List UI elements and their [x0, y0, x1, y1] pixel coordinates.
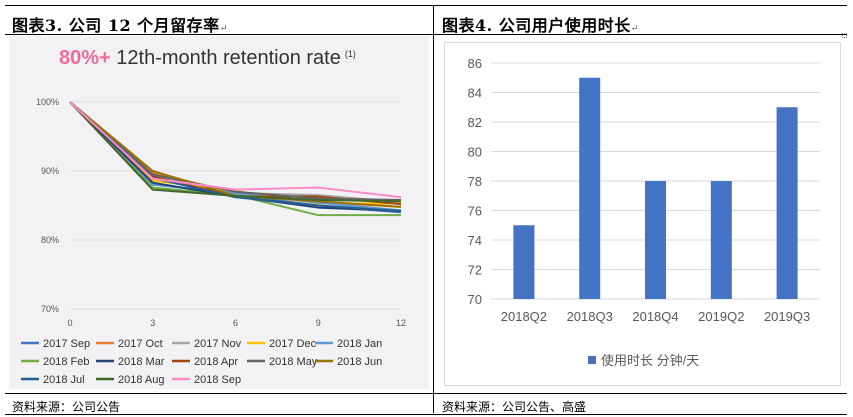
left-source-note: 资料来源：公司公告	[12, 400, 121, 414]
legend-label: 2018 Mar	[118, 356, 165, 368]
legend-label: 2017 Nov	[194, 338, 242, 350]
x-tick-label: 12	[396, 318, 406, 328]
bar	[710, 181, 732, 299]
x-tick-label: 6	[233, 318, 238, 328]
y-tick-label: 78	[468, 174, 482, 189]
series-line	[69, 101, 402, 203]
legend-swatch	[588, 356, 596, 364]
x-tick-label: 2019Q2	[698, 309, 744, 324]
headline-percent: 80%+	[59, 47, 111, 69]
y-tick-label: 74	[468, 233, 482, 248]
legend-label: 2018 Apr	[194, 356, 238, 368]
usage-bar-chart: 70 72 74 76 78 80 82 84 86 2018Q2 2018Q3 2018Q4 201…	[468, 56, 820, 368]
x-tick-label: 0	[67, 318, 72, 328]
bar	[776, 107, 798, 299]
right-source-note: 资料来源：公司公告、高盛	[442, 400, 587, 414]
legend-label: 2018 Feb	[43, 356, 89, 368]
bar	[579, 77, 601, 299]
legend-label: 2018 Sep	[194, 374, 241, 386]
y-tick-label: 82	[468, 115, 482, 130]
legend-label: 2017 Sep	[43, 338, 90, 350]
y-tick-label: 70%	[41, 304, 59, 314]
bar	[645, 181, 666, 299]
legend-label: 2018 Jul	[43, 374, 85, 386]
paragraph-mark-icon: ↵	[219, 24, 228, 34]
y-tick-label: 100%	[36, 97, 59, 107]
chart-headline: 80%+ 12th-month retention rate (1)	[59, 47, 356, 69]
retention-chart-panel: 80%+ 12th-month retention rate (1) 70% 80%…	[9, 36, 429, 389]
legend-label: 2018 Jun	[337, 356, 382, 368]
headline-text: 12th-month retention rate	[111, 47, 341, 69]
left-figure-title: 图表3. 公司 12 个月留存率↵	[12, 16, 228, 35]
y-tick-label: 90%	[41, 166, 59, 176]
y-tick-label: 86	[468, 56, 482, 71]
table-anchor-icon	[842, 33, 847, 38]
legend-label: 使用时长 分钟/天	[601, 353, 699, 368]
x-tick-label: 2019Q3	[764, 309, 810, 324]
y-tick-label: 76	[468, 204, 482, 219]
x-tick-label: 9	[316, 318, 321, 328]
y-tick-label: 80	[468, 145, 482, 160]
x-tick-label: 2018Q2	[501, 309, 547, 324]
retention-line-chart: 80%+ 12th-month retention rate (1) 70% 80%…	[21, 47, 406, 386]
x-tick-label: 3	[150, 318, 155, 328]
report-frame	[5, 5, 847, 415]
series-line	[69, 101, 402, 212]
paragraph-mark-icon: ↵	[630, 24, 639, 34]
series-line	[69, 101, 402, 201]
column-divider	[433, 5, 434, 413]
bar	[513, 225, 535, 299]
source-divider	[5, 393, 847, 394]
y-tick-label: 80%	[41, 235, 59, 245]
x-tick-label: 2018Q3	[567, 309, 613, 324]
legend-label: 2018 Aug	[118, 374, 165, 386]
y-tick-label: 70	[468, 292, 482, 307]
series-line	[69, 101, 402, 199]
title-divider	[5, 34, 847, 35]
y-tick-label: 72	[468, 263, 482, 278]
usage-chart-panel: 70 72 74 76 78 80 82 84 86 2018Q2 2018Q3 2018Q4 201…	[444, 42, 841, 386]
y-tick-label: 84	[468, 86, 482, 101]
legend-label: 2017 Oct	[118, 338, 163, 350]
headline-footnote: (1)	[345, 49, 356, 59]
legend-label: 2017 Dec	[269, 338, 317, 350]
legend-label: 2018 Jan	[337, 338, 382, 350]
right-figure-title: 图表4. 公司用户使用时长↵	[442, 16, 639, 35]
x-tick-label: 2018Q4	[632, 309, 678, 324]
legend-label: 2018 May	[269, 356, 318, 368]
